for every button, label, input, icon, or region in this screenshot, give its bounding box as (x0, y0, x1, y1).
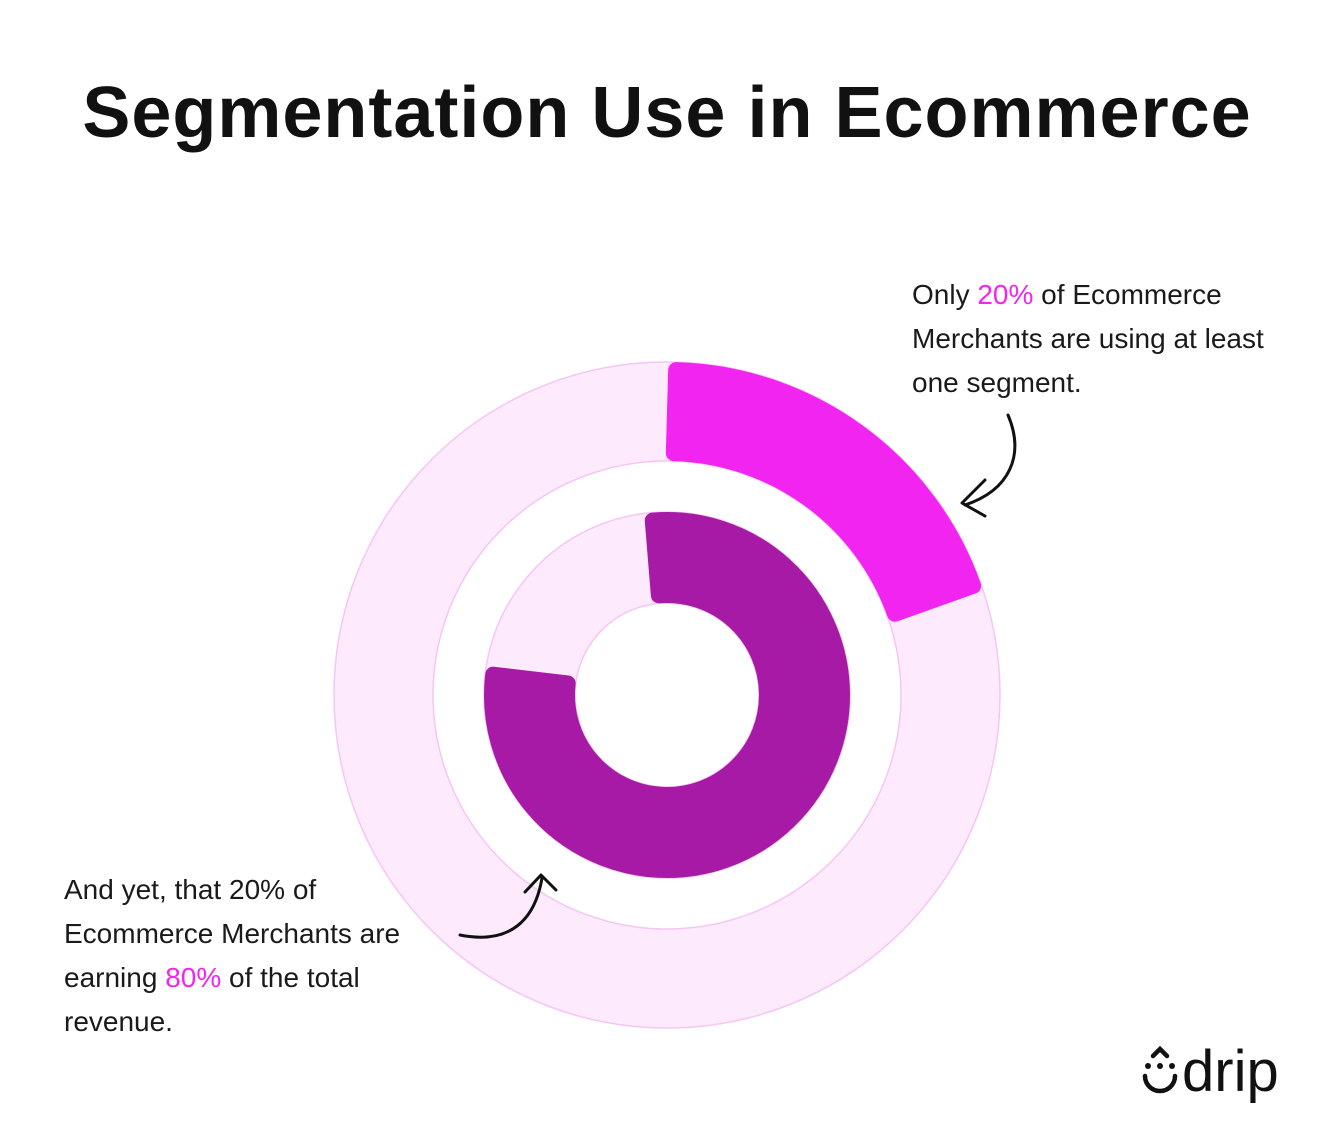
chart-title: Segmentation Use in Ecommerce (82, 73, 1252, 153)
inner-ring-edge (574, 602, 760, 788)
annotation-inner: And yet, that 20% of Ecommerce Merchants… (64, 868, 444, 1044)
arrow-to-outer-segment (960, 413, 1017, 518)
arrow-to-inner-segment (458, 873, 558, 939)
logo-wordmark: drip (1182, 1040, 1279, 1104)
annotation-text: Only (912, 279, 978, 310)
outer-ring-edge (432, 460, 902, 930)
drip-logo: drip (1142, 1040, 1279, 1104)
annotation-outer: Only 20% of Ecommerce Merchants are usin… (912, 273, 1312, 405)
annotation-text: of the total revenue. (64, 962, 360, 1037)
drip-smile-icon (1142, 1045, 1178, 1094)
outer-ring-segment (665, 362, 982, 622)
annotation-text: of Ecommerce Merchants are using at leas… (912, 279, 1264, 398)
annotation-highlight: 80% (165, 962, 222, 993)
annotation-highlight: 20% (977, 279, 1034, 310)
annotation-text: And yet, that 20% of Ecommerce Merchants… (64, 874, 401, 993)
inner-ring-segment (484, 512, 850, 878)
outer-ring-edge (333, 361, 1001, 1029)
